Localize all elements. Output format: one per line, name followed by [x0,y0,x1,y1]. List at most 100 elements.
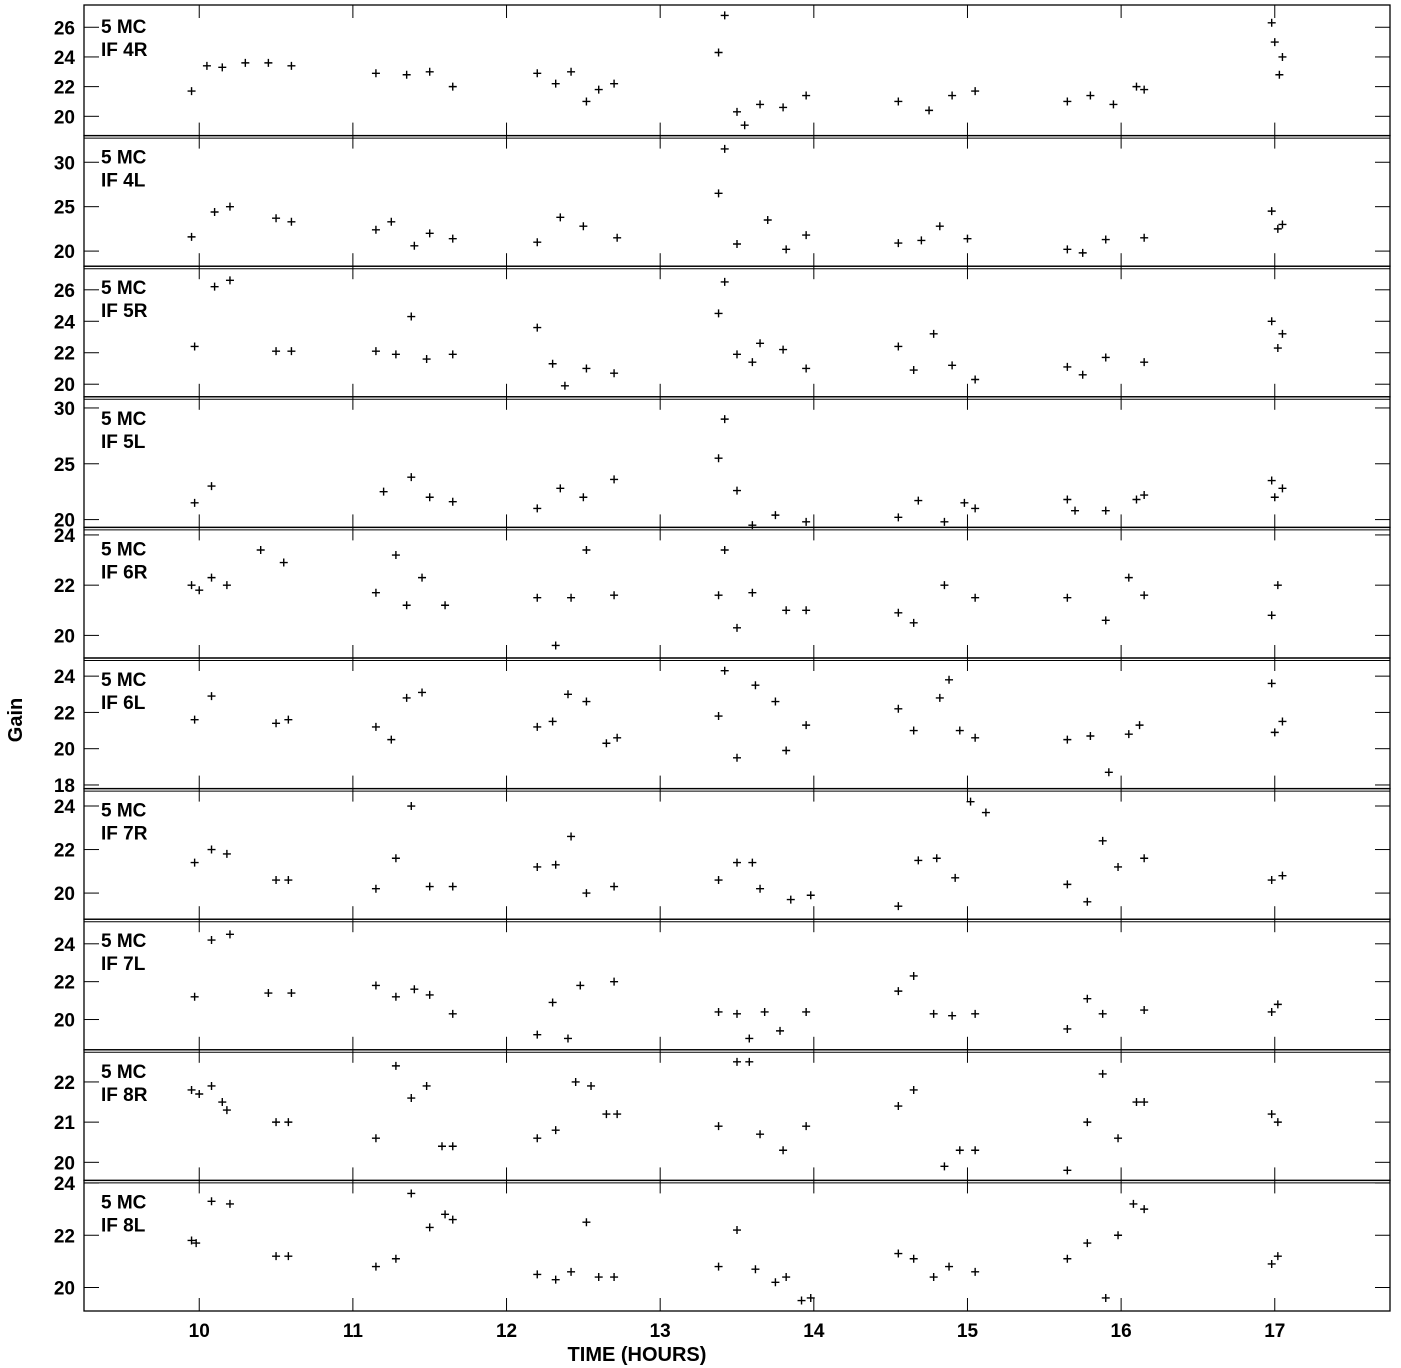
data-point [1101,616,1110,625]
data-point [1278,329,1287,338]
data-point [594,85,603,94]
panel-label-if: IF 4R [101,40,148,61]
data-point [1273,581,1282,590]
y-tick-label: 25 [54,198,76,219]
data-point [955,1146,964,1155]
data-point [1132,495,1141,504]
data-point [745,1034,754,1043]
data-point [371,347,380,356]
data-point [222,849,231,858]
data-point [422,355,431,364]
y-tick-label: 20 [54,107,75,128]
data-point [971,504,980,513]
data-point [940,1162,949,1171]
x-tick-label: 13 [650,1321,671,1342]
data-point [207,482,216,491]
data-point [929,329,938,338]
data-point [391,350,400,359]
data-point [533,862,542,871]
data-point [579,493,588,502]
data-point [1278,871,1287,880]
data-point [1267,317,1276,326]
data-point [1273,1252,1282,1261]
y-tick-label: 22 [54,973,75,994]
data-point [782,245,791,254]
y-tick-label: 20 [54,884,75,905]
data-point [207,845,216,854]
data-point [548,717,557,726]
data-point [909,726,918,735]
data-point [448,234,457,243]
data-point [1063,880,1072,889]
x-tick-label: 14 [803,1321,825,1342]
y-tick-label: 20 [54,1153,75,1174]
data-point [551,79,560,88]
data-point [402,70,411,79]
panel-frame [83,526,1391,659]
panel-label-band: 5 MC [101,148,147,169]
y-tick-label: 24 [54,1174,76,1195]
y-tick-label: 21 [54,1113,76,1134]
data-point [1278,717,1287,726]
data-point [448,1215,457,1224]
data-point [1273,224,1282,233]
data-point [187,232,196,241]
data-point [533,238,542,247]
data-point [448,1142,457,1151]
data-point [756,339,765,348]
panel-label-if: IF 7R [101,824,148,845]
data-point [556,484,565,493]
data-point [371,225,380,234]
data-point [802,517,811,526]
data-point [733,486,741,495]
data-point [533,593,542,602]
data-point [776,1026,785,1035]
data-point [613,1110,622,1119]
data-point [371,588,380,597]
data-point [894,902,903,911]
y-tick-label: 24 [54,797,76,818]
data-point [1124,730,1133,739]
y-tick-label: 20 [54,375,75,396]
y-tick-label: 20 [54,242,75,263]
data-point [714,1122,723,1131]
data-point [533,1134,542,1143]
data-point [1267,1259,1276,1268]
data-point [287,347,296,356]
y-axis-title: Gain [5,698,27,742]
data-point [802,721,811,730]
data-point [1278,52,1287,61]
data-point [256,546,265,555]
data-point [441,1210,450,1219]
y-tick-label: 26 [54,18,75,39]
panel-label-if: IF 5R [101,301,148,322]
data-point [1063,495,1072,504]
data-point [1135,721,1144,730]
data-point [425,493,434,502]
data-point [1267,207,1276,216]
data-point [925,106,934,115]
data-point [448,350,457,359]
data-point [241,58,250,67]
data-point [714,591,723,600]
data-point [587,1081,596,1090]
data-point [1098,1069,1107,1078]
data-point [448,882,457,891]
data-point [192,1239,201,1248]
data-point [225,202,234,211]
data-point [402,601,411,610]
data-point [1101,506,1110,515]
data-point [806,891,815,900]
data-point [1140,1205,1149,1214]
data-point [195,586,204,595]
data-point [284,1118,293,1127]
data-point [1140,85,1149,94]
data-point [894,239,903,248]
data-point [960,498,969,507]
data-point [802,606,811,615]
data-point [371,1134,380,1143]
y-tick-label: 18 [54,776,75,797]
